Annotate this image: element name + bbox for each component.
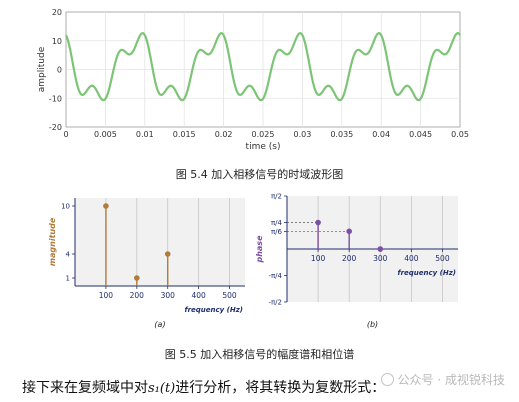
plot-area-a: [75, 198, 245, 286]
body-text-before: 接下来在复频域中对: [22, 380, 148, 396]
y-tick-label: 20: [52, 8, 62, 17]
stem-marker: [164, 251, 171, 257]
y-axis-label: amplitude: [37, 46, 47, 92]
y-tick-label: π/4: [271, 219, 283, 227]
x-tick-label: 0.025: [252, 130, 275, 139]
x-tick-label: 400: [191, 291, 206, 300]
x-tick-label: 0.05: [451, 130, 469, 139]
body-text-after: 进行分析，将其转换为复数形式：: [175, 380, 386, 396]
wechat-icon: [380, 373, 394, 386]
y-tick-label: -20: [49, 123, 62, 132]
subfigure-label: (b): [367, 320, 378, 329]
x-axis-label: frequency (Hz): [398, 269, 456, 277]
x-tick-label: 100: [99, 291, 114, 300]
math-s1t: s₁(t): [148, 381, 176, 396]
y-tick-label: 10: [52, 37, 62, 46]
x-tick-label: 0.03: [293, 130, 311, 139]
x-tick-label: 300: [373, 254, 388, 263]
y-axis-label: phase: [255, 235, 264, 264]
subfigure-label: (a): [154, 320, 165, 329]
x-tick-label: 100: [311, 254, 326, 263]
y-tick-label: -π/2: [268, 299, 282, 307]
y-tick-label: 0: [57, 66, 62, 75]
body-paragraph: 接下来在复频域中对s₁(t)进行分析，将其转换为复数形式：: [22, 377, 385, 397]
y-tick-label: -10: [49, 94, 62, 103]
waveform-line: [65, 32, 461, 102]
y-tick-label: 10: [61, 203, 70, 211]
x-tick-label: 500: [222, 291, 237, 300]
stem-marker: [377, 246, 384, 252]
stem-marker: [134, 275, 140, 281]
x-tick-label: 0.045: [409, 130, 432, 139]
figure-5-4-caption: 图 5.4 加入相移信号的时域波形图: [175, 168, 344, 181]
y-tick-label: 1: [66, 275, 70, 283]
x-tick-label: 0.04: [372, 130, 390, 139]
y-tick-label: -π/4: [268, 272, 282, 280]
y-tick-label: π/6: [271, 228, 283, 236]
x-tick-label: 200: [130, 291, 145, 300]
x-tick-label: 0.02: [215, 130, 233, 139]
stem-marker: [315, 219, 321, 226]
x-tick-label: 0.01: [136, 130, 154, 139]
x-tick-label: 0.015: [173, 130, 196, 139]
x-tick-label: 400: [404, 254, 419, 263]
stem-marker: [346, 228, 352, 235]
y-axis-label: magnitude: [48, 217, 57, 266]
y-tick-label: 4: [66, 251, 71, 259]
x-tick-label: 0.005: [94, 130, 117, 139]
watermark: 公众号 · 成视锐科技: [380, 371, 505, 388]
figure-5-5-caption: 图 5.5 加入相移信号的幅度谱和相位谱: [164, 348, 355, 361]
stem-marker: [103, 203, 109, 209]
x-tick-label: 200: [342, 254, 357, 263]
x-axis-label: time (s): [246, 142, 281, 152]
x-axis-label: frequency (Hz): [185, 306, 243, 314]
x-tick-label: 300: [161, 291, 176, 300]
y-tick-label: π/2: [271, 193, 282, 201]
x-tick-label: 0: [63, 130, 68, 139]
x-tick-label: 500: [435, 254, 450, 263]
x-tick-label: 0.035: [330, 130, 353, 139]
watermark-text: 公众号 · 成视锐科技: [397, 373, 505, 387]
